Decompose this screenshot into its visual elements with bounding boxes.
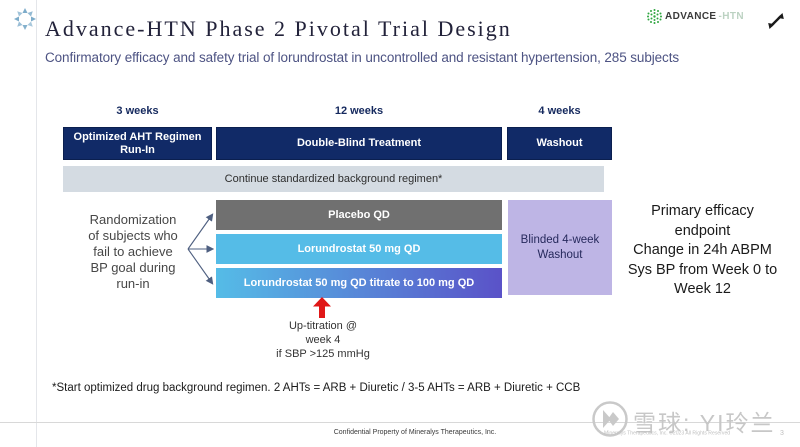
arm-lorundrostat-titrate: Lorundrostat 50 mg QD titrate to 100 mg …	[216, 268, 502, 298]
primary-endpoint-line: Change in 24h ABPM	[633, 242, 772, 258]
phase-runin-line2: Run-In	[120, 143, 155, 156]
logo-dots-icon	[647, 9, 662, 24]
phase-duration-runin: 3 weeks	[116, 105, 159, 117]
xueqiu-watermark: 雪球: YI玲兰	[591, 400, 776, 438]
randomization-line: run-in	[116, 276, 150, 291]
up-titration-arrow-icon	[312, 297, 332, 323]
blinded-washout-line1: Blinded 4-week	[520, 233, 600, 246]
phase-box-washout: Washout	[507, 127, 612, 160]
left-margin	[0, 0, 37, 447]
phase-duration-washout: 4 weeks	[538, 105, 581, 117]
up-titration-note: Up-titration @ week 4 if SBP >125 mmHg	[258, 319, 388, 361]
phase-box-runin: Optimized AHT Regimen Run-In	[63, 127, 212, 160]
randomization-note: Randomization of subjects who fail to ac…	[75, 212, 191, 292]
page-title: Advance-HTN Phase 2 Pivotal Trial Design	[45, 16, 512, 41]
blinded-washout-box: Blinded 4-week Washout	[508, 200, 612, 295]
page-subtitle: Confirmatory efficacy and safety trial o…	[45, 50, 680, 65]
up-titration-line: Up-titration @	[288, 320, 358, 332]
randomization-line: Randomization	[89, 212, 177, 227]
arm-lorundrostat-50-label: Lorundrostat 50 mg QD	[297, 243, 421, 255]
randomization-line: of subjects who	[88, 228, 178, 243]
arm-lorundrostat-titrate-label: Lorundrostat 50 mg QD titrate to 100 mg …	[243, 277, 475, 289]
primary-endpoint-line: Sys BP from Week 0 to	[627, 261, 778, 278]
footnote: *Start optimized drug background regimen…	[52, 382, 581, 394]
phase-washout-label: Washout	[536, 137, 583, 149]
loading-spinner-icon	[12, 6, 38, 37]
background-regimen-label: Continue standardized background regimen…	[224, 173, 443, 185]
copyright-text: Mineralys Therapeutics, Inc. ©2023 All R…	[604, 431, 731, 437]
phase-duration-treatment: 12 weeks	[334, 105, 384, 117]
footer-divider	[0, 422, 800, 423]
up-titration-line: week 4	[305, 334, 341, 346]
primary-endpoint-line: endpoint	[674, 222, 731, 239]
primary-endpoint-note: Primary efficacy endpoint Change in 24h …	[610, 202, 795, 300]
randomization-line: BP goal during	[90, 260, 176, 275]
up-titration-line: if SBP >125 mmHg	[276, 348, 370, 360]
advance-htn-logo: ADVANCE -HTN	[646, 8, 744, 25]
arm-lorundrostat-50: Lorundrostat 50 mg QD	[216, 234, 502, 264]
arm-placebo-label: Placebo QD	[328, 209, 390, 221]
blinded-washout-line2: Washout	[537, 248, 583, 261]
phase-runin-line1: Optimized AHT Regimen	[73, 130, 202, 143]
arm-placebo: Placebo QD	[216, 200, 502, 230]
phase-treatment-label: Double-Blind Treatment	[296, 137, 422, 149]
watermark-brand-text: 雪球: YI玲兰	[633, 410, 776, 436]
primary-endpoint-line: Week 12	[674, 281, 731, 297]
confidential-text: Confidential Property of Mineralys Thera…	[333, 429, 497, 436]
slide-page-number: 3	[780, 430, 784, 437]
xueqiu-logo-icon	[592, 401, 628, 437]
randomization-line: fail to achieve	[93, 244, 173, 259]
primary-endpoint-line: Primary efficacy	[651, 203, 754, 219]
expand-fullscreen-icon[interactable]	[764, 9, 788, 33]
logo-wordmark: ADVANCE	[665, 11, 717, 22]
background-regimen-bar: Continue standardized background regimen…	[63, 166, 604, 192]
logo-wordmark-suffix: -HTN	[718, 11, 744, 22]
phase-box-treatment: Double-Blind Treatment	[216, 127, 502, 160]
randomization-branch-arrows-icon	[184, 205, 218, 298]
